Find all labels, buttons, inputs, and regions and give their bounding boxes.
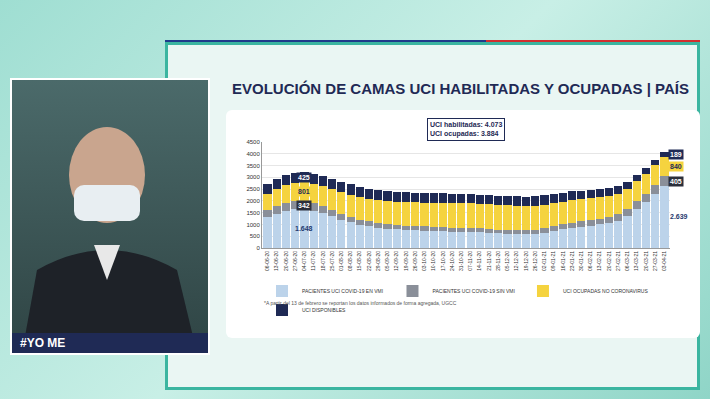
svg-text:29-08-20: 29-08-20: [375, 251, 381, 271]
svg-text:4500: 4500: [246, 139, 260, 145]
svg-text:07-11-20: 07-11-20: [467, 251, 473, 271]
svg-text:28-11-20: 28-11-20: [495, 251, 501, 271]
svg-text:405: 405: [670, 178, 682, 185]
svg-text:06-02-21: 06-02-21: [587, 251, 593, 271]
svg-text:20-02-21: 20-02-21: [606, 251, 612, 271]
svg-text:2500: 2500: [246, 186, 260, 192]
svg-text:840: 840: [670, 163, 682, 170]
svg-text:1000: 1000: [246, 222, 260, 228]
svg-text:09-01-21: 09-01-21: [550, 251, 556, 271]
svg-text:500: 500: [250, 233, 261, 239]
svg-text:20-03-21: 20-03-21: [643, 251, 649, 271]
svg-text:27-06-20: 27-06-20: [292, 251, 298, 271]
svg-text:UCI OCUPADAS NO CORONAVIRUS: UCI OCUPADAS NO CORONAVIRUS: [563, 288, 648, 294]
svg-text:*A partir del 13 de febrero se: *A partir del 13 de febrero se reportan …: [264, 300, 457, 306]
svg-text:01-08-20: 01-08-20: [338, 251, 344, 271]
svg-text:189: 189: [670, 151, 682, 158]
svg-text:1500: 1500: [246, 210, 260, 216]
svg-text:23-01-21: 23-01-21: [569, 251, 575, 271]
svg-text:26-12-20: 26-12-20: [532, 251, 538, 271]
svg-text:12-09-20: 12-09-20: [393, 251, 399, 271]
svg-text:30-01-21: 30-01-21: [578, 251, 584, 271]
svg-text:24-10-20: 24-10-20: [449, 251, 455, 271]
svg-text:13-06-20: 13-06-20: [273, 251, 279, 271]
svg-text:19-09-20: 19-09-20: [403, 251, 409, 271]
svg-text:14-11-20: 14-11-20: [476, 251, 482, 271]
svg-text:18-07-20: 18-07-20: [320, 251, 326, 271]
svg-text:05-09-20: 05-09-20: [384, 251, 390, 271]
svg-text:13-02-21: 13-02-21: [596, 251, 602, 271]
svg-text:801: 801: [298, 188, 310, 195]
svg-text:22-08-20: 22-08-20: [366, 251, 372, 271]
svg-text:UCI habilitadas: 4.073UCI ocup: UCI habilitadas: 4.073UCI ocupadas: 3.88…: [430, 121, 502, 138]
svg-text:05-12-20: 05-12-20: [504, 251, 510, 271]
svg-text:12-12-20: 12-12-20: [513, 251, 519, 271]
svg-text:17-10-20: 17-10-20: [440, 251, 446, 271]
svg-text:04-07-20: 04-07-20: [301, 251, 307, 271]
html-text:EVOLUCIÓN DE CAMAS UCI HABILIT: EVOLUCIÓN DE CAMAS UCI HABILITADAS Y OCU…: [232, 80, 689, 97]
svg-text:03-04-21: 03-04-21: [661, 251, 667, 271]
svg-text:342: 342: [298, 202, 310, 209]
svg-text:21-11-20: 21-11-20: [486, 251, 492, 271]
svg-text:26-09-20: 26-09-20: [412, 251, 418, 271]
svg-text:27-02-21: 27-02-21: [615, 251, 621, 271]
svg-text:31-10-20: 31-10-20: [458, 251, 464, 271]
svg-text:1.648: 1.648: [295, 225, 313, 232]
html-text:#YO ME: #YO ME: [20, 336, 66, 350]
svg-text:06-06-20: 06-06-20: [264, 251, 270, 271]
svg-text:16-01-21: 16-01-21: [560, 251, 566, 271]
svg-text:25-07-20: 25-07-20: [329, 251, 335, 271]
svg-text:3500: 3500: [246, 163, 260, 169]
svg-text:3000: 3000: [246, 174, 260, 180]
svg-text:PACIENTES UCI COVID-19 SIN VMI: PACIENTES UCI COVID-19 SIN VMI: [432, 288, 514, 294]
svg-text:03-10-20: 03-10-20: [421, 251, 427, 271]
svg-text:13-03-21: 13-03-21: [633, 251, 639, 271]
svg-text:20-06-20: 20-06-20: [283, 251, 289, 271]
svg-text:27-03-21: 27-03-21: [652, 251, 658, 271]
svg-text:UCI DISPONIBLES: UCI DISPONIBLES: [302, 307, 346, 313]
svg-text:PACIENTES UCI COVID-19 EN VMI: PACIENTES UCI COVID-19 EN VMI: [302, 288, 383, 294]
svg-text:08-08-20: 08-08-20: [347, 251, 353, 271]
svg-text:2.639: 2.639: [670, 213, 688, 220]
svg-text:2000: 2000: [246, 198, 260, 204]
svg-text:11-07-20: 11-07-20: [310, 251, 316, 271]
svg-text:02-01-21: 02-01-21: [541, 251, 547, 271]
svg-text:425: 425: [298, 174, 310, 181]
svg-text:4000: 4000: [246, 151, 260, 157]
svg-text:0: 0: [256, 245, 260, 251]
svg-text:15-08-20: 15-08-20: [356, 251, 362, 271]
svg-text:10-10-20: 10-10-20: [430, 251, 436, 271]
svg-text:19-12-20: 19-12-20: [523, 251, 529, 271]
svg-text:06-03-21: 06-03-21: [624, 251, 630, 271]
